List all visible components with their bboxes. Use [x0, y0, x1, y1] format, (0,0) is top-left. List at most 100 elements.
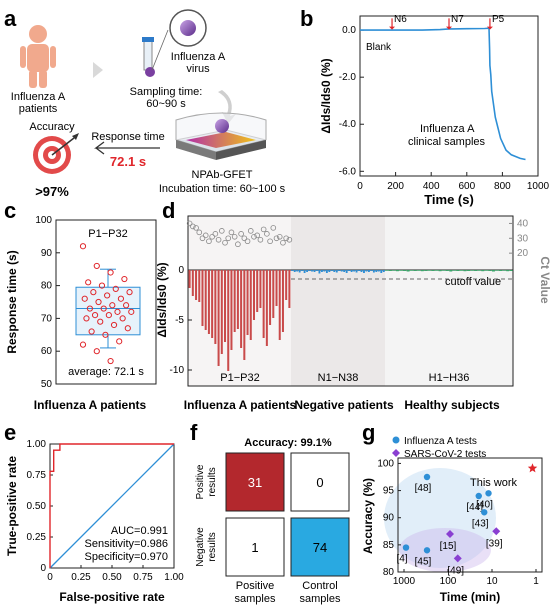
panel-a-schematic: Influenza A patients Influenza A virus S… — [11, 9, 286, 199]
chart-b-ytick-label: -2.0 — [339, 72, 357, 83]
col-label-control-2: samples — [300, 593, 341, 605]
right-arrow-icon — [93, 62, 103, 78]
chart-g-ytick-label: 95 — [383, 486, 395, 497]
chart-d-healthy-bar — [484, 270, 488, 271]
chart-d-ct-point — [283, 235, 289, 242]
chart-d-positive-bar — [211, 270, 214, 338]
chart-d-positive-bar — [230, 270, 233, 350]
chart-d-ct-point — [225, 235, 232, 242]
chart-d-ct-point — [267, 238, 273, 245]
col-label-control-1: Control — [302, 580, 337, 592]
patient-person-icon — [20, 25, 56, 88]
chart-d-healthy-bar — [456, 270, 460, 271]
chart-d-negative-bar — [293, 270, 296, 272]
chart-d-negative-bar — [377, 270, 380, 272]
chart-d-positive-bar — [269, 270, 272, 325]
chart-b-annotation-arrowhead — [446, 26, 452, 30]
chart-e-diagonal-line — [49, 443, 175, 569]
chart-d-ytick-label: -5 — [175, 315, 184, 326]
chart-d-ct-point — [241, 235, 248, 242]
chart-c-point — [88, 328, 95, 335]
chart-e-xtick-label: 0 — [47, 572, 53, 583]
chart-d-healthy-bar — [392, 270, 396, 271]
chart-d-healthy-bar — [438, 270, 442, 272]
chart-g-flu-point — [423, 547, 431, 554]
chart-d-healthy-bar — [481, 270, 485, 272]
chart-c-ylabel: Response time (s) — [5, 250, 19, 353]
chart-b-annotation-label: P5 — [492, 14, 505, 25]
legend-flu-label: Influenza A tests — [404, 436, 477, 447]
chart-d-ct-point — [251, 234, 257, 240]
chart-d-positive-bar — [259, 270, 262, 308]
accuracy-value: >97% — [35, 184, 69, 199]
chart-c-point — [98, 282, 106, 289]
chart-d-healthy-bar — [410, 270, 414, 271]
chart-c-ytick-label: 80 — [41, 281, 53, 292]
chart-d-healthy-bar — [420, 270, 424, 272]
panel-letter-a: a — [4, 6, 17, 31]
chart-d-positive-bar — [281, 270, 284, 332]
chart-d-ct-point — [218, 228, 225, 234]
chart-g-flu-point-label: [45] — [415, 556, 432, 567]
chart-d-healthy-bar — [459, 270, 463, 271]
chart-b-xtick-label: 1000 — [527, 181, 550, 192]
chart-d-negative-bar — [382, 270, 385, 272]
chart-d-healthy-bar — [506, 270, 510, 272]
row-label-negative-1: Negative — [195, 527, 206, 567]
chart-d-negative-bar — [320, 270, 323, 272]
chart-d-positive-bar — [252, 270, 255, 320]
chart-c-point — [128, 308, 135, 315]
panel-letter-c: c — [4, 198, 16, 223]
chart-c-point — [126, 289, 133, 296]
chart-g-xtick-label: 10 — [486, 576, 498, 587]
chart-d-right-ytick-label: 30 — [517, 233, 529, 244]
chart-c-point — [93, 262, 100, 270]
cell-fp-value: 0 — [316, 475, 323, 490]
chart-d-ct-point — [264, 231, 270, 237]
chart-g-flu-point — [485, 490, 492, 497]
chart-g-xtick-label: 1000 — [393, 576, 416, 587]
chart-c-ytick-label: 100 — [35, 215, 52, 226]
chart-d-healthy-bar — [491, 270, 495, 272]
chart-d-positive-bar — [217, 270, 220, 366]
chart-d-healthy-bar — [445, 270, 449, 271]
chart-e: True-positive rate False-positive rate A… — [5, 439, 184, 604]
chart-b-xtick-label: 200 — [387, 181, 404, 192]
chart-c-ytick-label: 70 — [41, 313, 53, 324]
chart-d-xlabel-positive: Influenza A patients — [184, 398, 297, 412]
chart-d-ct-point — [228, 229, 235, 236]
chart-b-blank-label: Blank — [366, 42, 392, 53]
chart-d-negative-bar — [311, 270, 313, 272]
chart-d-positive-bar — [191, 270, 194, 296]
chart-d-ct-point — [286, 236, 293, 243]
chart-d-ct-point — [280, 239, 286, 246]
chart-g-xtick-label: 1 — [533, 576, 539, 587]
chart-d-healthy-bar — [477, 270, 481, 271]
chart-d-negative-bar — [291, 270, 294, 271]
chart-e-ytick-label: 0 — [40, 563, 46, 574]
chart-c-point — [124, 325, 131, 332]
chart-d-positive-bar — [236, 270, 239, 329]
accuracy-label: Accuracy — [29, 121, 75, 133]
chart-e-xtick-label: 1.00 — [164, 572, 184, 583]
chart-c-ytick-label: 90 — [41, 248, 53, 259]
chart-d-positive-bar — [188, 270, 191, 288]
chart-c-xlabel: Influenza A patients — [34, 398, 147, 412]
chart-c-point — [100, 305, 107, 312]
chart-c-point — [121, 275, 128, 283]
chart-d-ct-point — [244, 238, 251, 245]
chart-c-point — [83, 315, 90, 322]
chart-b-xlabel: Time (s) — [424, 192, 474, 207]
chart-b-inset-line2: clinical samples — [408, 136, 486, 148]
gfet-chip-icon — [175, 112, 267, 160]
chart-d-ylabel: ΔIds/Ids0 (%) — [155, 262, 169, 337]
chart-d-negative-bar — [380, 270, 383, 273]
chart-b-annotation-label: N6 — [394, 14, 407, 25]
chart-d-negative-bar — [338, 270, 341, 271]
chart-c: Response time (s) P1−P32 average: 72.1 s… — [5, 215, 157, 412]
chart-b-ytick-label: -4.0 — [339, 119, 357, 130]
chart-g-ylabel: Accuracy (%) — [361, 478, 375, 554]
chart-e-ytick-label: 0.75 — [27, 470, 47, 481]
chart-c-point — [79, 243, 87, 250]
cell-tn — [290, 517, 350, 577]
